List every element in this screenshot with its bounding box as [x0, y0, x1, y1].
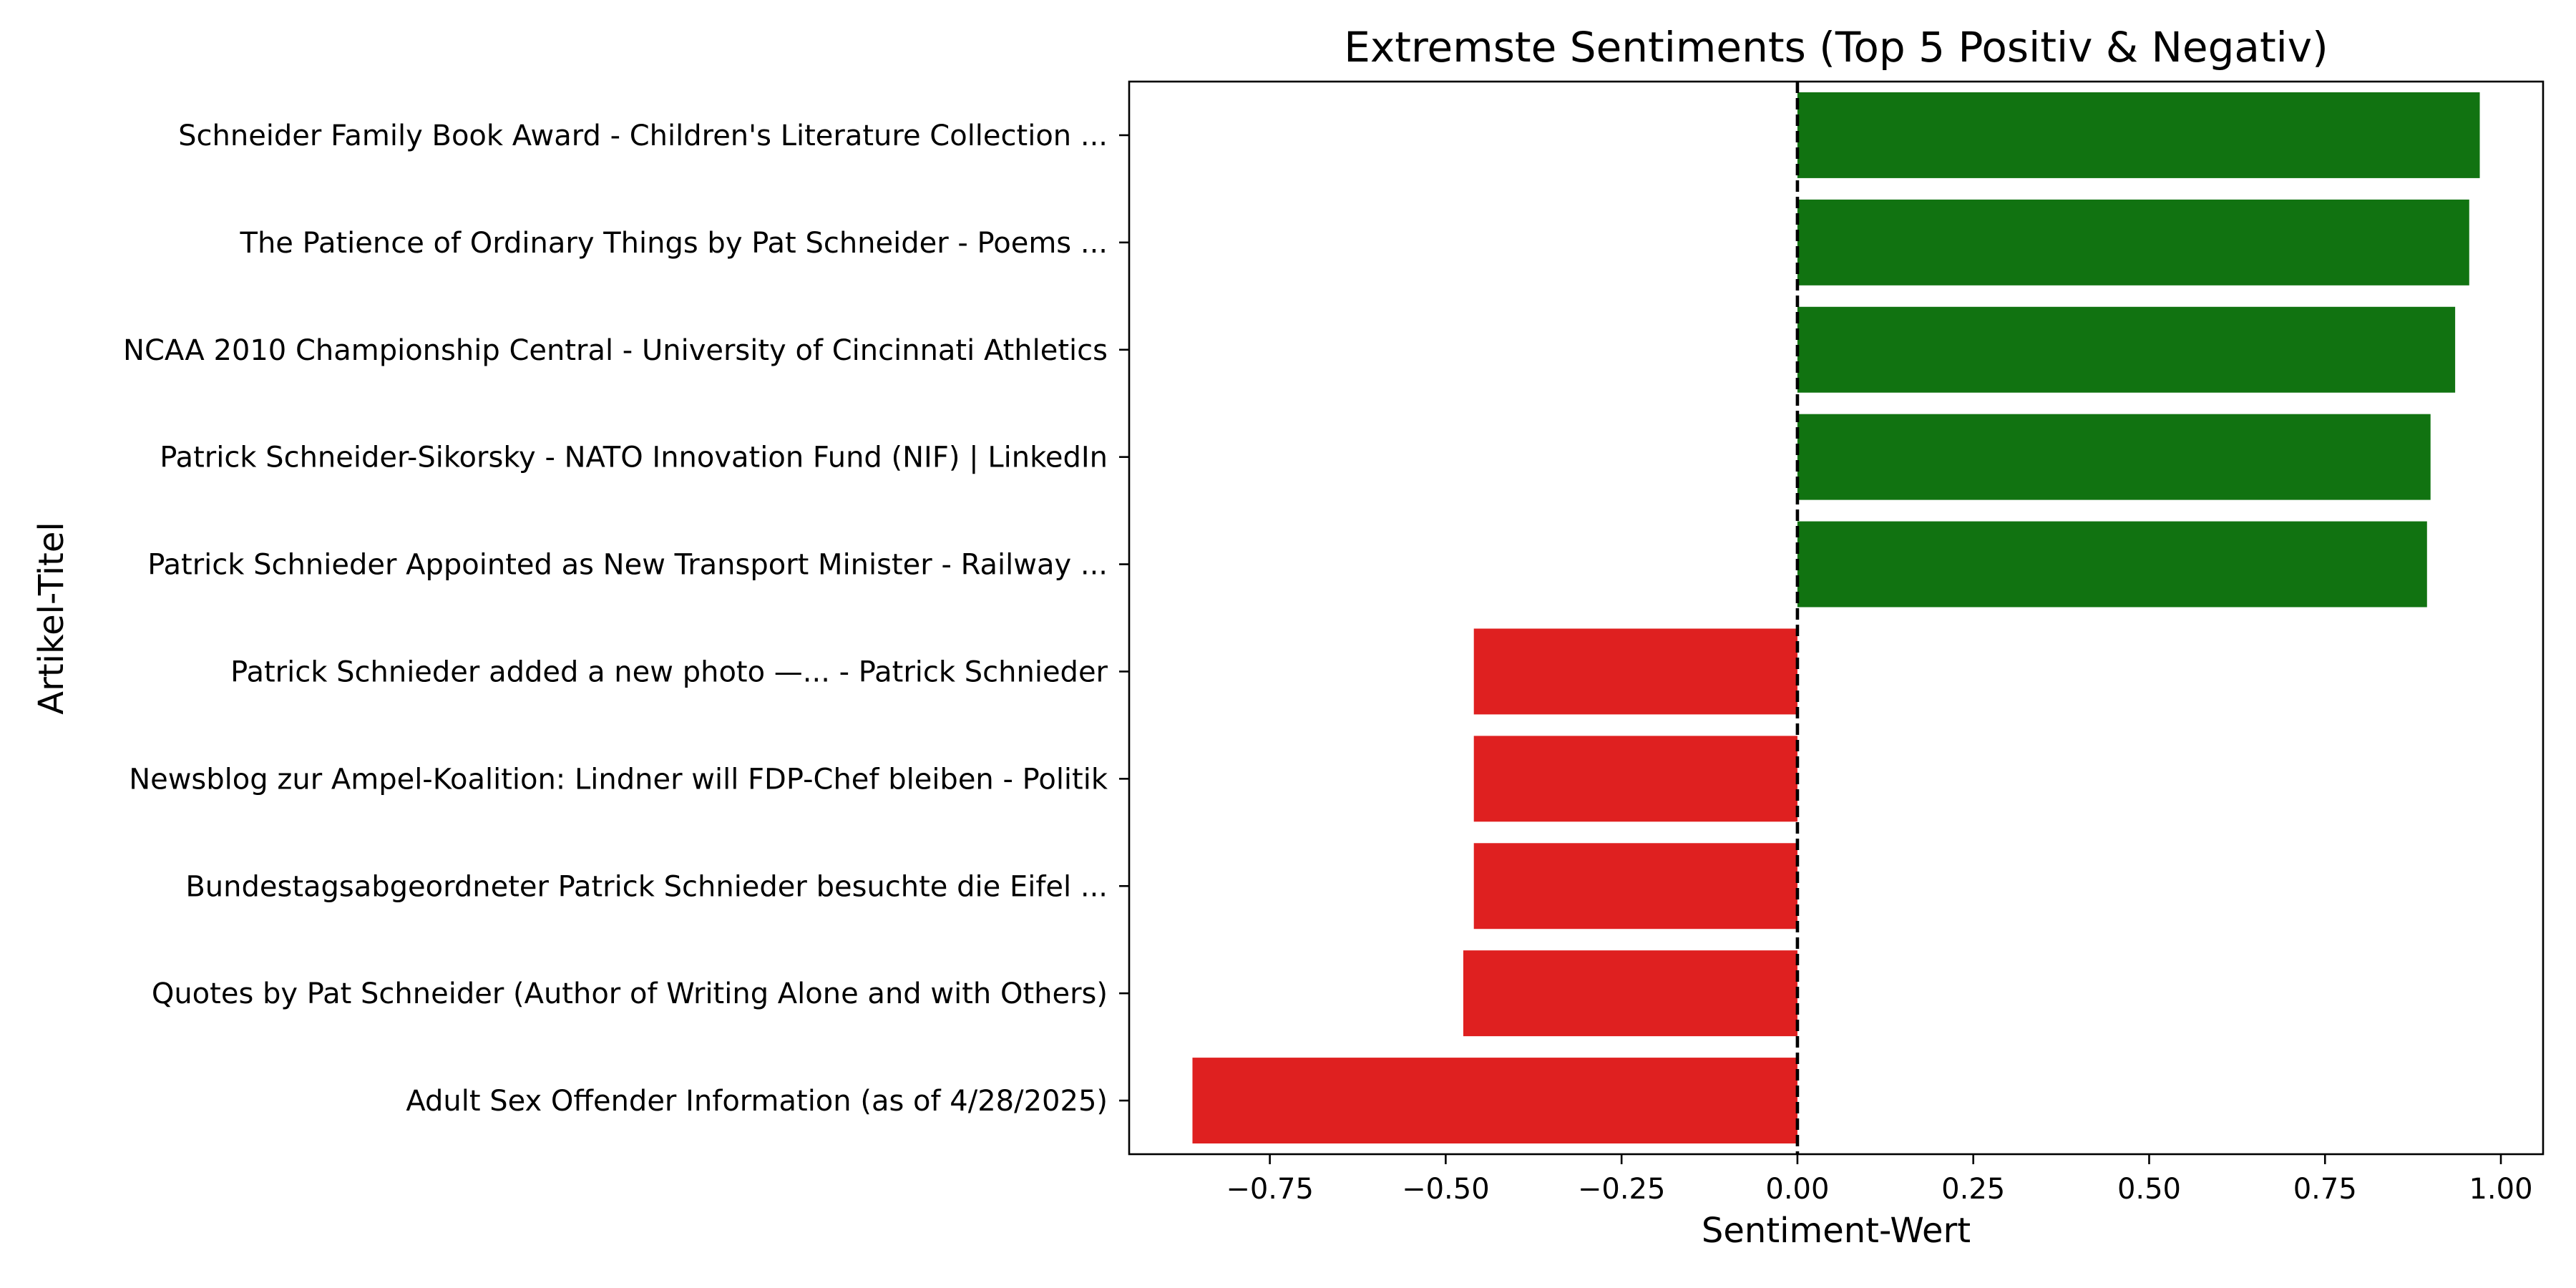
- bar-6: [1473, 628, 1797, 715]
- x-tick-label: −0.25: [1578, 1173, 1666, 1206]
- bar-7: [1473, 736, 1797, 822]
- x-tick-label: 0.75: [2293, 1173, 2357, 1206]
- category-label-8: Bundestagsabgeordneter Patrick Schnieder…: [185, 870, 1108, 903]
- bar-4: [1797, 414, 2431, 500]
- plot-frame: [1128, 80, 2545, 1156]
- bar-3: [1797, 306, 2456, 393]
- category-label-10: Adult Sex Offender Information (as of 4/…: [406, 1085, 1108, 1118]
- x-tick-label: −0.75: [1226, 1173, 1314, 1206]
- category-label-1: Schneider Family Book Award - Children's…: [178, 119, 1108, 152]
- x-tick-label: −0.50: [1402, 1173, 1490, 1206]
- category-label-6: Patrick Schnieder added a new photo —...…: [230, 655, 1108, 688]
- y-axis-label: Artikel-Titel: [31, 522, 72, 714]
- category-label-2: The Patience of Ordinary Things by Pat S…: [240, 227, 1108, 260]
- x-tick-label: 0.00: [1765, 1173, 1829, 1206]
- category-label-9: Quotes by Pat Schneider (Author of Writi…: [152, 977, 1108, 1010]
- y-axis-ticks: Schneider Family Book Award - Children's…: [123, 119, 1129, 1118]
- category-label-3: NCAA 2010 Championship Central - Univers…: [123, 334, 1108, 367]
- bars-group: [1192, 92, 2480, 1144]
- x-tick-label: 0.50: [2117, 1173, 2181, 1206]
- x-axis-label: Sentiment-Wert: [1702, 1211, 1971, 1251]
- bar-2: [1797, 199, 2469, 286]
- category-label-5: Patrick Schnieder Appointed as New Trans…: [147, 549, 1108, 582]
- bar-5: [1797, 521, 2427, 608]
- x-tick-label: 0.25: [1941, 1173, 2005, 1206]
- bar-9: [1463, 950, 1797, 1037]
- chart-title: Extremste Sentiments (Top 5 Positiv & Ne…: [1344, 23, 2328, 72]
- x-axis-ticks: −0.75 −0.50 −0.25 0.00 0.25 0.50 0.75 1.00: [1226, 1154, 2533, 1206]
- category-label-7: Newsblog zur Ampel-Koalition: Lindner wi…: [129, 763, 1108, 796]
- bar-8: [1473, 843, 1797, 930]
- x-tick-label: 1.00: [2469, 1173, 2532, 1206]
- category-label-4: Patrick Schneider-Sikorsky - NATO Innova…: [160, 441, 1108, 474]
- bar-1: [1797, 92, 2480, 178]
- bar-10: [1192, 1058, 1797, 1144]
